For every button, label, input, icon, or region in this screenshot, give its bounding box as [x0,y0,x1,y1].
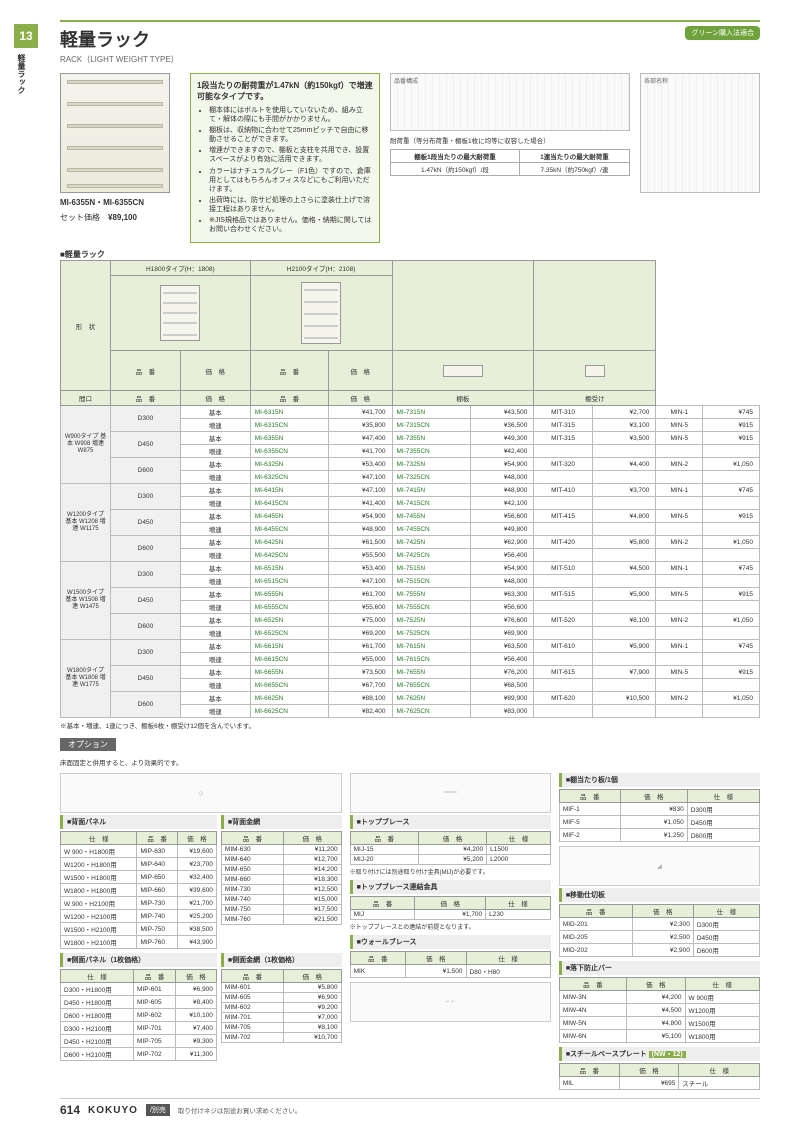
side-wire-table: 品 番価 格MIM-601¥5,800MIM-605¥6,900MIM-602¥… [221,969,342,1043]
panel-illustration: ◇ [60,773,342,813]
page-title: 軽量ラック [60,26,179,52]
model-set: MI-6355N・MI-6355CN [60,198,144,207]
side-tab: 軽量ラック [16,54,27,94]
side-wire-head: ■側面金網（1枚価格） [221,953,342,967]
top-brace-head: ■トップブレース [350,815,551,829]
footer-badge: /別売 [146,1104,170,1116]
set-price-label: セット価格 [60,213,100,222]
desc-bullet: 棚板は、収納物に合わせて25mmピッチで自由に移動させることができます。 [209,126,373,144]
back-wire-table: 品 番価 格MIM-630¥11,200MIM-640¥12,700MIM-65… [221,831,342,925]
top-joint-table: 品 番価 格仕 様MIJ¥1,700L230 [350,896,551,920]
options-heading: オプション [60,738,116,751]
page-footer: 614 KOKUYO /別売 取り付けネジは別途お買い求めください。 [60,1098,760,1117]
options-note: 床面固定と併用すると、より効果的です。 [60,757,760,767]
bracket-illustration: ⌐ ⌐ [350,982,551,1022]
base-plate-table: 品 番価 格仕 様MIL¥695スチール [559,1063,760,1090]
footer-page: 614 [60,1103,80,1117]
fall-bar-table: 品 番価 格仕 様MIW-3N¥4,200W 900用MIW-4N¥4,500W… [559,977,760,1043]
shelf-stopper-head: ■棚当たり板/1個 [559,773,760,787]
description-box: 1段当たりの耐荷重が1.47kN（約150kgf）で増連可能なタイプです。 棚本… [190,73,380,243]
side-panel-table: 仕 様品 番価 格D300・H1800用MIP-601¥6,900D450・H1… [60,969,217,1061]
divider-table: 品 番価 格仕 様MID-201¥2,300D300用MID-205¥2,500… [559,904,760,957]
parts-name-diagram: 各部名称 [640,73,760,193]
side-panel-head: ■側面パネル（1枚価格） [60,953,217,967]
main-footnote: ※基本・増連、1連につき、棚板6枚・棚受け12個を含んでいます。 [60,720,760,730]
top-joint-head: ■トップブレース連結金具 [350,880,551,894]
desc-bullet: 増連ができますので、棚板と支柱を共用でき、設置スペースがより有効に活用できます。 [209,146,373,164]
footer-note: 取り付けネジは別途お買い求めください。 [178,1105,302,1115]
page-subtitle: RACK（LIGHT WEIGHT TYPE） [60,54,179,65]
desc-bullet: 棚本体にはボルトを使用していないため、組み立て・解体の際にも手間がかかりません。 [209,106,373,124]
back-wire-head: ■背面金網 [221,815,342,829]
top-brace-note: ※取り付けには別途取り付け金具(MIJ)が必要です。 [350,867,551,876]
top-brace-table: 品 番価 格仕 様MIJ-15¥4,200L1500MIJ-20¥5,200L2… [350,831,551,865]
wall-brace-head: ■ウォールブレース [350,935,551,949]
fall-bar-head: ■落下防止バー [559,961,760,975]
load-table: 棚板1段当たりの最大耐荷重1連当たりの最大耐荷重 1.47kN（約150kgf）… [390,149,630,176]
back-panel-table: 仕 様品 番価 格W 900・H1800用MIP-630¥19,600W1200… [60,831,217,949]
shelf-stopper-table: 品 番価 格仕 様MIF-1¥830D300用MIF-5¥1,050D450用M… [559,789,760,842]
title-row: 軽量ラック RACK（LIGHT WEIGHT TYPE） グリーン購入法適合 [60,20,760,65]
main-product-table: 形 状 H1800タイプ(H：1808) H2100タイプ(H：2108) 品 … [60,260,760,718]
page-badge: 13 [14,24,38,48]
desc-bullet: 出荷時には、防サビ処理の上さらに塗装仕上げで溶接工程はありません。 [209,196,373,214]
divider-illustration: ◢ [559,846,760,886]
green-purchase-badge: グリーン購入法適合 [685,26,760,40]
hero-illustration: MI-6355N・MI-6355CN セット価格 ¥89,100 [60,73,180,243]
brace-illustration: ═══ [350,773,551,813]
part-number-diagram: 品番構成 [390,73,630,131]
load-heading: 耐荷重（等分布荷重・棚板1枚に均等に収容した場合） [390,135,630,145]
top-joint-note: ※トップブレースとの連結が前提となります。 [350,922,551,931]
desc-bullet: カラーはナチュラルグレー（F1色）ですので、倉庫用としてはもちろんオフィスなどに… [209,167,373,194]
main-heading: ■軽量ラック [60,249,760,260]
set-price: ¥89,100 [108,213,137,222]
back-panel-head: ■背面パネル [60,815,217,829]
desc-lead: 1段当たりの耐荷重が1.47kN（約150kgf）で増連可能なタイプです。 [197,80,373,102]
divider-head: ■移動仕切板 [559,888,760,902]
desc-bullet: ※JIS規格品ではありません。価格・納期に関してはお問い合わせください。 [209,216,373,234]
footer-brand: KOKUYO [88,1105,138,1116]
wall-brace-table: 品 番価 格仕 様MIK¥1,500D80・H80 [350,951,551,978]
base-plate-head: ■スチールベースプレート (NW・12) [559,1047,760,1061]
